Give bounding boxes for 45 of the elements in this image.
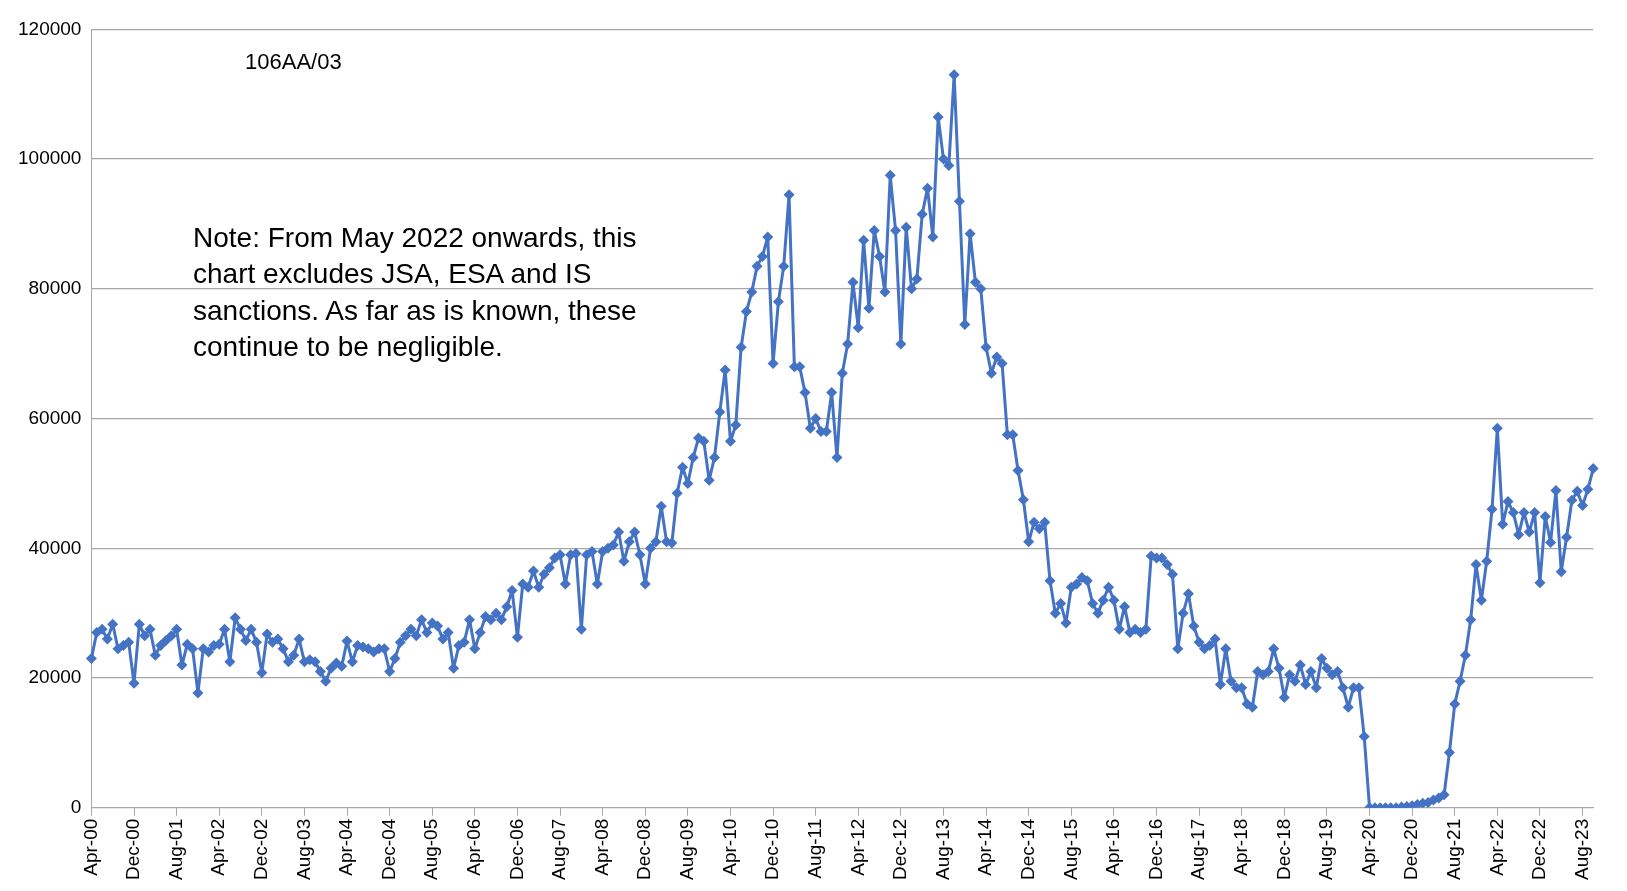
x-tick-label: Apr-20 (1357, 818, 1379, 876)
x-tick-label: Dec-22 (1528, 818, 1550, 880)
x-tick-label: Aug-05 (420, 818, 442, 881)
x-tick-label: Aug-01 (164, 818, 186, 881)
x-tick-label: Apr-18 (1229, 818, 1251, 876)
x-tick-label: Dec-16 (1144, 818, 1166, 880)
x-tick-label: Dec-06 (505, 818, 527, 880)
x-tick-label: Aug-21 (1442, 818, 1464, 881)
x-tick-label: Dec-20 (1400, 818, 1422, 880)
x-tick-label: Aug-23 (1570, 818, 1592, 881)
y-tick-label: 0 (70, 795, 82, 817)
x-tick-label: Apr-16 (1102, 818, 1124, 876)
x-tick-label: Aug-15 (1059, 818, 1081, 881)
x-tick-label: Aug-13 (931, 818, 953, 881)
x-tick-label: Aug-03 (292, 818, 314, 881)
y-tick-label: 60000 (28, 406, 82, 428)
x-tick-label: Apr-12 (846, 818, 868, 876)
x-tick-label: Apr-10 (718, 818, 740, 876)
x-tick-label: Apr-02 (207, 818, 229, 876)
x-tick-label: Apr-08 (590, 818, 612, 876)
y-tick-label: 120000 (18, 17, 82, 39)
x-tick-label: Dec-18 (1272, 818, 1294, 880)
y-tick-label: 40000 (28, 536, 82, 558)
annotation: 106AA/03 (245, 48, 343, 76)
x-tick-label: Apr-00 (79, 818, 101, 876)
x-tick-label: Apr-14 (974, 818, 996, 876)
x-tick-label: Apr-22 (1485, 818, 1507, 876)
x-tick-label: Dec-12 (889, 818, 911, 880)
y-tick-label: 80000 (28, 277, 82, 299)
x-tick-label: Aug-07 (548, 818, 570, 881)
x-tick-label: Dec-10 (761, 818, 783, 880)
x-tick-label: Dec-14 (1016, 818, 1038, 880)
x-tick-label: Dec-04 (377, 818, 399, 880)
x-tick-label: Dec-00 (122, 818, 144, 880)
x-tick-label: Apr-04 (335, 818, 357, 876)
x-tick-label: Dec-08 (633, 818, 655, 880)
x-tick-label: Apr-06 (463, 818, 485, 876)
x-tick-label: Dec-02 (250, 818, 272, 880)
y-tick-label: 100000 (18, 147, 82, 169)
x-tick-label: Aug-17 (1187, 818, 1209, 881)
x-tick-label: Aug-19 (1315, 818, 1337, 881)
x-tick-label: Aug-11 (803, 818, 825, 879)
x-tick-label: Aug-09 (676, 818, 698, 881)
annotation: Note: From May 2022 onwards, this chart excludes JSA, ESA and IS sanctions. As far as is known, these continue to be negligible. (193, 221, 638, 365)
y-tick-label: 20000 (28, 666, 82, 688)
